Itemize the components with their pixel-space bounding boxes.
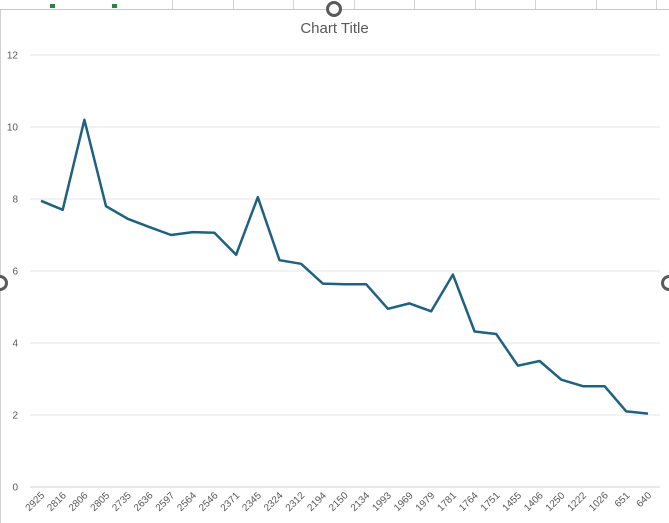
y-tick-label: 2 <box>12 411 18 422</box>
chart-title[interactable]: Chart Title <box>300 20 369 37</box>
x-tick-label: 2371 <box>219 490 243 514</box>
x-tick-label: 2597 <box>154 490 178 514</box>
x-tick-label: 2636 <box>132 490 156 514</box>
data-point[interactable] <box>623 408 629 414</box>
y-tick-label: 12 <box>7 51 19 62</box>
column-divider <box>535 0 536 9</box>
x-tick-label: 2324 <box>262 490 286 514</box>
y-tick-label: 8 <box>12 195 18 206</box>
data-point[interactable] <box>385 306 391 312</box>
data-point[interactable] <box>60 207 66 213</box>
data-point[interactable] <box>342 281 348 287</box>
selection-marker <box>112 4 117 8</box>
column-divider <box>172 0 173 9</box>
resize-handle-left[interactable] <box>0 275 8 291</box>
data-point[interactable] <box>38 198 44 204</box>
x-tick-label: 1250 <box>544 490 568 514</box>
x-tick-label: 1751 <box>479 490 503 514</box>
data-point[interactable] <box>320 281 326 287</box>
data-point[interactable] <box>255 194 261 200</box>
data-point[interactable] <box>407 300 413 306</box>
column-divider <box>475 0 476 9</box>
x-tick-label: 2134 <box>349 490 373 514</box>
x-tick-label: 1455 <box>501 490 525 514</box>
data-point[interactable] <box>472 328 478 334</box>
x-tick-label: 1979 <box>414 490 438 514</box>
data-point[interactable] <box>298 261 304 267</box>
data-point[interactable] <box>190 229 196 235</box>
data-point[interactable] <box>645 411 651 417</box>
data-point[interactable] <box>558 377 564 383</box>
resize-handle-right[interactable] <box>661 275 669 291</box>
x-tick-label: 1222 <box>566 490 590 514</box>
series-line[interactable] <box>40 118 649 415</box>
x-tick-label: 1026 <box>587 490 611 514</box>
column-divider <box>656 0 657 9</box>
data-point[interactable] <box>146 224 152 230</box>
x-tick-label: 651 <box>613 490 633 510</box>
data-point[interactable] <box>81 117 87 123</box>
x-tick-label: 2150 <box>327 490 351 514</box>
y-tick-label: 4 <box>12 339 18 350</box>
data-point[interactable] <box>537 358 543 364</box>
x-tick-label: 2805 <box>89 490 113 514</box>
x-tick-label: 1781 <box>436 490 460 514</box>
x-tick-label: 640 <box>635 490 655 510</box>
column-divider <box>414 0 415 9</box>
data-point[interactable] <box>493 331 499 337</box>
selection-marker <box>50 4 55 8</box>
x-tick-label: 1969 <box>392 490 416 514</box>
data-point[interactable] <box>211 230 217 236</box>
x-tick-label: 2345 <box>240 490 264 514</box>
data-point[interactable] <box>515 363 521 369</box>
y-tick-label: 6 <box>12 267 18 278</box>
x-tick-label: 2806 <box>67 490 91 514</box>
x-tick-label: 2546 <box>197 490 221 514</box>
x-tick-label: 1406 <box>522 490 546 514</box>
x-tick-label: 2564 <box>175 490 199 514</box>
data-point[interactable] <box>276 257 282 263</box>
chart-object[interactable] <box>0 10 669 523</box>
data-point[interactable] <box>602 383 608 389</box>
column-divider <box>596 0 597 9</box>
data-point[interactable] <box>233 252 239 258</box>
data-point[interactable] <box>168 232 174 238</box>
resize-handle-top[interactable] <box>326 1 342 17</box>
x-tick-label: 2816 <box>45 490 69 514</box>
x-tick-label: 2312 <box>284 490 308 514</box>
y-tick-label: 10 <box>7 123 19 134</box>
column-divider <box>293 0 294 9</box>
column-divider <box>233 0 234 9</box>
y-tick-label: 0 <box>12 483 18 494</box>
data-point[interactable] <box>103 203 109 209</box>
data-point[interactable] <box>125 216 131 222</box>
column-divider <box>354 0 355 9</box>
x-tick-label: 1764 <box>457 490 481 514</box>
x-tick-label: 2194 <box>305 490 329 514</box>
x-tick-label: 2925 <box>24 490 48 514</box>
data-point[interactable] <box>450 272 456 278</box>
x-tick-label: 2735 <box>110 490 134 514</box>
x-tick-label: 1993 <box>370 490 394 514</box>
data-point[interactable] <box>428 308 434 314</box>
data-point[interactable] <box>580 383 586 389</box>
data-point[interactable] <box>363 281 369 287</box>
